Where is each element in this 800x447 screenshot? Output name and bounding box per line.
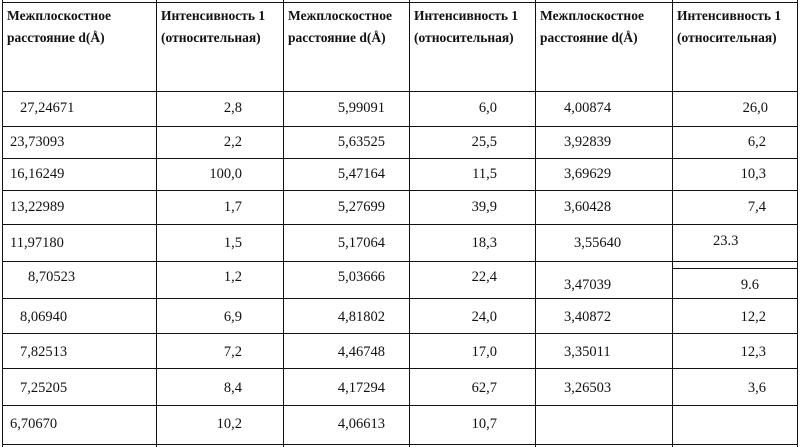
- spacing-cell: 5,27699: [337, 199, 385, 215]
- intensity-cell: 9.6: [740, 277, 759, 293]
- column-header-spacing-1: Межплоскостное расстояние d(Å): [7, 8, 111, 45]
- intensity-cell: 17,0: [471, 344, 497, 360]
- intensity-cell: 22,4: [471, 269, 497, 285]
- table-border-bottom: [2, 444, 797, 445]
- spacing-cell: 8,70523: [28, 269, 76, 285]
- spacing-cell: 11,97180: [10, 235, 64, 251]
- intensity-cell: 10,2: [216, 416, 242, 432]
- intensity-cell: 10,3: [740, 166, 766, 182]
- column-header-intensity-2: Интенсивность 1 (относительная): [414, 8, 519, 45]
- intensity-cell: 100,0: [209, 166, 242, 182]
- spacing-cell: 4,46748: [337, 344, 385, 360]
- intensity-cell: 23.3: [713, 233, 739, 249]
- spacing-cell: 3,47039: [564, 277, 612, 293]
- row-divider: [2, 298, 797, 299]
- intensity-cell: 7,2: [223, 344, 242, 360]
- intensity-cell: 12,3: [740, 344, 766, 360]
- row-divider: [2, 261, 797, 262]
- intensity-cell: 2,2: [223, 134, 242, 150]
- table-border-left: [2, 0, 3, 447]
- spacing-cell: 6,70670: [10, 416, 58, 432]
- column-header-spacing-3: Межплоскостное расстояние d(Å): [540, 8, 644, 45]
- intensity-cell: 1,5: [223, 235, 242, 251]
- intensity-cell: [676, 415, 766, 433]
- row-divider: [672, 268, 797, 269]
- intensity-cell: 39,9: [471, 199, 497, 215]
- spacing-cell: 13,22989: [10, 199, 65, 215]
- column-header-intensity-1: Интенсивность 1 (относительная): [161, 8, 266, 45]
- spacing-cell: 5,47164: [337, 166, 385, 182]
- intensity-cell: 11,5: [472, 166, 497, 182]
- intensity-cell: 3,6: [747, 380, 766, 396]
- column-divider: [535, 0, 536, 447]
- column-header-spacing-2: Межплоскостное расстояние d(Å): [288, 8, 392, 45]
- intensity-cell: 8,4: [223, 380, 242, 396]
- spacing-cell: 3,92839: [564, 134, 612, 150]
- intensity-cell: 6,0: [478, 100, 497, 116]
- spacing-cell: 27,24671: [20, 100, 75, 116]
- spacing-cell: 5,03666: [337, 269, 385, 285]
- intensity-cell: 6,9: [223, 309, 242, 325]
- intensity-cell: 25,5: [471, 134, 497, 150]
- spacing-cell: 4,17294: [337, 380, 385, 396]
- spacing-cell: 3,26503: [564, 380, 612, 396]
- intensity-cell: 1,7: [223, 199, 242, 215]
- spacing-cell: 5,17064: [337, 235, 385, 251]
- header-divider: [2, 91, 797, 92]
- table-border-right: [797, 0, 798, 447]
- table-border-top: [2, 2, 797, 3]
- intensity-cell: 24,0: [471, 309, 497, 325]
- spacing-cell: 7,25205: [20, 380, 68, 396]
- spacing-cell: 23,73093: [10, 134, 65, 150]
- intensity-cell: 6,2: [747, 134, 766, 150]
- row-divider: [2, 333, 797, 334]
- intensity-cell: 12,2: [740, 309, 766, 325]
- row-divider: [2, 368, 797, 369]
- row-divider: [2, 405, 797, 406]
- row-divider: [2, 158, 797, 159]
- spacing-cell: 16,16249: [10, 166, 65, 182]
- spacing-cell: 3,69629: [564, 166, 612, 182]
- intensity-cell: 10,7: [471, 416, 497, 432]
- spacing-cell: 3,35011: [564, 344, 611, 360]
- column-divider: [283, 0, 284, 447]
- spacing-cell: 3,60428: [564, 199, 612, 215]
- row-divider: [2, 190, 797, 191]
- spacing-cell: 3,55640: [574, 235, 622, 251]
- spacing-cell: 4,00874: [564, 100, 612, 116]
- column-divider: [409, 0, 410, 447]
- row-divider: [2, 224, 797, 225]
- spacing-cell: 8,06940: [20, 309, 68, 325]
- intensity-cell: 2,8: [223, 100, 242, 116]
- intensity-cell: 26,0: [742, 100, 768, 116]
- intensity-cell: 1,2: [223, 269, 242, 285]
- intensity-cell: 18,3: [471, 235, 497, 251]
- spacing-cell: 5,99091: [337, 100, 385, 116]
- column-divider: [672, 0, 673, 447]
- column-divider: [156, 0, 157, 447]
- spacing-cell: 5,63525: [337, 134, 385, 150]
- spacing-cell: 3,40872: [564, 309, 612, 325]
- column-header-intensity-3: Интенсивность 1 (относительная): [677, 8, 782, 45]
- spacing-cell: 7,82513: [20, 344, 68, 360]
- spacing-cell: 4,81802: [337, 309, 385, 325]
- intensity-cell: 7,4: [747, 199, 766, 215]
- row-divider: [2, 126, 797, 127]
- spacing-cell: 4,06613: [337, 416, 385, 432]
- intensity-cell: 62,7: [471, 380, 497, 396]
